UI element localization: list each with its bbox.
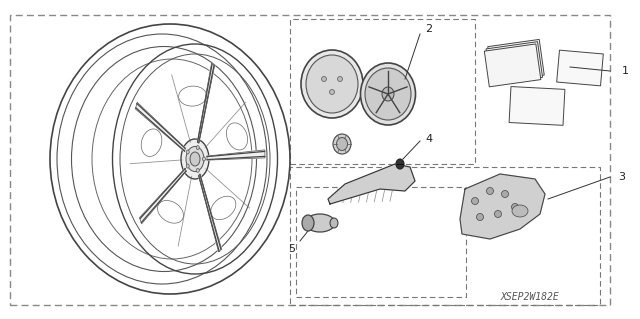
Bar [296, 187, 466, 297]
Ellipse shape [472, 197, 479, 204]
Ellipse shape [365, 68, 411, 120]
Ellipse shape [495, 211, 502, 218]
Ellipse shape [382, 87, 394, 101]
Bar [290, 19, 475, 164]
Bar [484, 44, 541, 87]
Ellipse shape [337, 137, 348, 151]
Text: 2: 2 [425, 24, 432, 34]
Bar [486, 42, 543, 85]
Ellipse shape [305, 214, 335, 232]
Text: 4: 4 [425, 134, 432, 144]
Ellipse shape [186, 164, 189, 168]
Ellipse shape [181, 139, 209, 179]
Ellipse shape [190, 152, 200, 166]
Ellipse shape [330, 90, 335, 94]
Ellipse shape [330, 218, 338, 228]
Polygon shape [136, 102, 186, 152]
Text: 5: 5 [289, 244, 296, 254]
Ellipse shape [186, 146, 204, 172]
Polygon shape [140, 168, 186, 224]
Ellipse shape [321, 77, 326, 81]
Ellipse shape [196, 145, 199, 150]
Text: 1: 1 [622, 66, 629, 76]
Ellipse shape [186, 150, 189, 154]
Ellipse shape [333, 134, 351, 154]
Ellipse shape [196, 168, 199, 172]
Bar [557, 50, 604, 86]
Polygon shape [207, 150, 265, 160]
Ellipse shape [202, 157, 205, 161]
Text: 3: 3 [618, 172, 625, 182]
Ellipse shape [360, 63, 415, 125]
Bar [290, 167, 600, 305]
Polygon shape [460, 174, 545, 239]
Ellipse shape [337, 77, 342, 81]
Polygon shape [328, 164, 415, 204]
Ellipse shape [502, 190, 509, 197]
Ellipse shape [512, 205, 528, 217]
Ellipse shape [477, 213, 483, 220]
Polygon shape [198, 174, 221, 252]
Polygon shape [197, 63, 214, 143]
Ellipse shape [306, 55, 358, 113]
Bar [488, 40, 544, 82]
Ellipse shape [302, 215, 314, 231]
Ellipse shape [301, 50, 363, 118]
Ellipse shape [396, 159, 404, 169]
Bar [509, 86, 565, 125]
Ellipse shape [486, 188, 493, 195]
Text: XSEP2W182E: XSEP2W182E [500, 292, 559, 302]
Ellipse shape [511, 204, 518, 211]
